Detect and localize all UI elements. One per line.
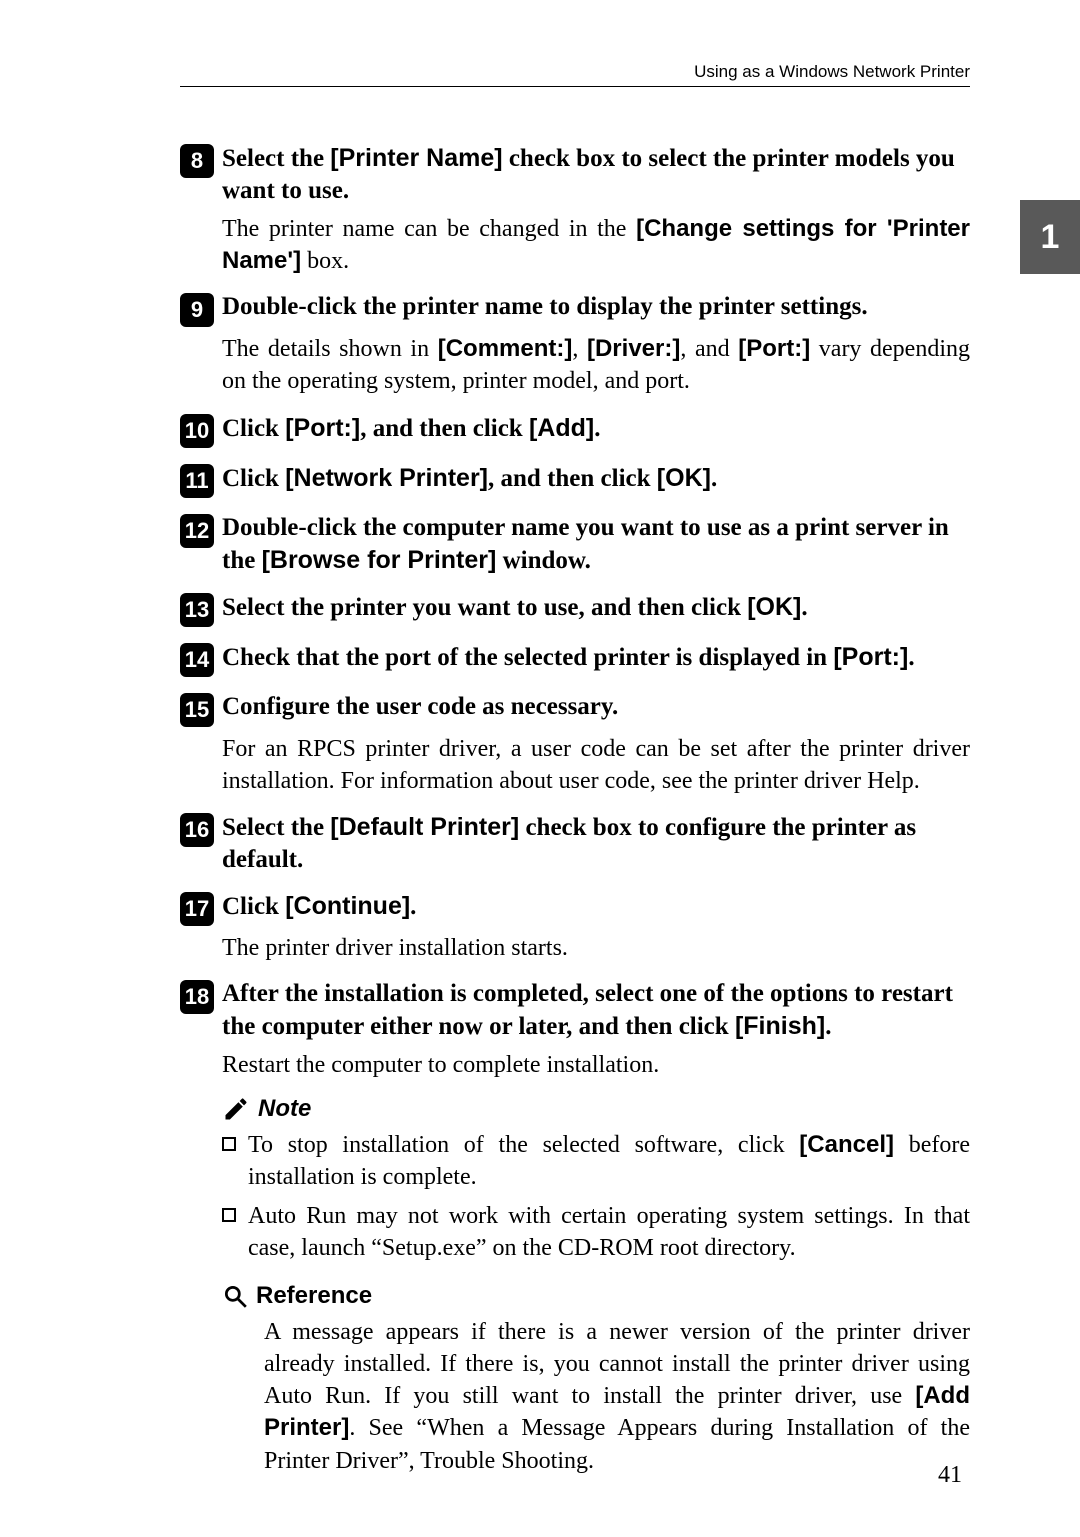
step-instruction: Configure the user code as necessary. (222, 691, 970, 723)
magnifier-icon (222, 1283, 248, 1309)
ui-label: [Port:] (738, 335, 810, 362)
ui-label: [Network Printer] (285, 464, 488, 492)
step-body: The printer driver installation starts. (222, 932, 970, 964)
step-instruction: Click [Port:], and then click [Add]. (222, 412, 970, 445)
step-14: 14 Check that the port of the selected p… (180, 641, 970, 677)
text: . (825, 1013, 831, 1040)
step-body: The printer name can be changed in the [… (222, 213, 970, 277)
page: Using as a Windows Network Printer 1 8 S… (0, 0, 1080, 1537)
step-instruction: Click [Continue]. (222, 890, 970, 923)
step-instruction: After the installation is completed, sel… (222, 978, 970, 1043)
ui-label: [Driver:] (587, 335, 680, 362)
ui-label: [Comment:] (438, 335, 573, 362)
ui-label: [Add] (529, 414, 594, 442)
text: . See “When a Message Appears during Ins… (264, 1415, 970, 1473)
square-bullet-icon (222, 1208, 236, 1222)
step-15: 15 Configure the user code as necessary. (180, 691, 970, 727)
text: . (908, 644, 914, 671)
step-16: 16 Select the [Default Printer] check bo… (180, 811, 970, 876)
text: , and (680, 336, 738, 362)
text: A message appears if there is a newer ve… (264, 1319, 970, 1409)
text: , (572, 336, 587, 362)
text: The details shown in (222, 336, 438, 362)
step-number: 10 (180, 414, 214, 448)
text: box. (301, 248, 349, 274)
text: . (410, 893, 416, 920)
step-body: The details shown in [Comment:], [Driver… (222, 333, 970, 397)
step-number: 16 (180, 813, 214, 847)
step-8: 8 Select the [Printer Name] check box to… (180, 142, 970, 207)
step-13: 13 Select the printer you want to use, a… (180, 591, 970, 627)
text: Check that the port of the selected prin… (222, 644, 833, 671)
text: . (711, 465, 717, 492)
text: , and then click (360, 415, 529, 442)
reference-body: A message appears if there is a newer ve… (264, 1316, 970, 1477)
ui-label: [Browse for Printer] (262, 546, 497, 574)
step-instruction: Select the [Printer Name] check box to s… (222, 142, 970, 207)
square-bullet-icon (222, 1137, 236, 1151)
step-number: 14 (180, 643, 214, 677)
text: . (594, 415, 600, 442)
note-bullet-2: Auto Run may not work with certain opera… (222, 1200, 970, 1264)
ui-label: [OK] (747, 593, 801, 621)
note-bullet-1: To stop installation of the selected sof… (222, 1129, 970, 1193)
reference-heading: Reference (222, 1282, 970, 1310)
ui-label: [Port:] (285, 414, 360, 442)
note-label: Note (258, 1095, 311, 1123)
step-instruction: Check that the port of the selected prin… (222, 641, 970, 674)
note-text: To stop installation of the selected sof… (248, 1129, 970, 1193)
content-area: 8 Select the [Printer Name] check box to… (180, 142, 970, 1477)
text: To stop installation of the selected sof… (248, 1132, 799, 1158)
text: The printer name can be changed in the (222, 216, 636, 242)
text: Click (222, 415, 285, 442)
ui-label: [Printer Name] (330, 144, 502, 172)
text: . (801, 594, 807, 621)
step-instruction: Select the printer you want to use, and … (222, 591, 970, 624)
text: After the installation is completed, sel… (222, 980, 953, 1040)
step-number: 18 (180, 980, 214, 1014)
note-text: Auto Run may not work with certain opera… (248, 1200, 970, 1264)
text: Select the (222, 814, 330, 841)
text: , and then click (488, 465, 657, 492)
step-instruction: Select the [Default Printer] check box t… (222, 811, 970, 876)
text: Select the (222, 145, 330, 172)
step-body: Restart the computer to complete install… (222, 1049, 970, 1081)
step-number: 17 (180, 892, 214, 926)
step-18: 18 After the installation is completed, … (180, 978, 970, 1043)
text: Select the printer you want to use, and … (222, 594, 747, 621)
pencil-icon (222, 1095, 250, 1123)
text: window. (496, 547, 590, 574)
text: Click (222, 893, 285, 920)
step-instruction: Double-click the computer name you want … (222, 512, 970, 577)
step-number: 13 (180, 593, 214, 627)
page-number: 41 (938, 1462, 962, 1489)
step-body: For an RPCS printer driver, a user code … (222, 733, 970, 797)
ui-label: [Continue] (285, 892, 410, 920)
running-header: Using as a Windows Network Printer (694, 62, 970, 82)
ui-label: [Finish] (735, 1012, 825, 1040)
ui-label: [Default Printer] (330, 813, 519, 841)
text: Click (222, 465, 285, 492)
step-number: 15 (180, 693, 214, 727)
header-rule (180, 86, 970, 87)
step-10: 10 Click [Port:], and then click [Add]. (180, 412, 970, 448)
step-12: 12 Double-click the computer name you wa… (180, 512, 970, 577)
step-17: 17 Click [Continue]. (180, 890, 970, 926)
step-number: 9 (180, 293, 214, 327)
note-heading: Note (222, 1095, 970, 1123)
step-instruction: Double-click the printer name to display… (222, 291, 970, 323)
ui-label: [OK] (657, 464, 711, 492)
step-number: 12 (180, 514, 214, 548)
step-9: 9 Double-click the printer name to displ… (180, 291, 970, 327)
reference-label: Reference (256, 1282, 372, 1310)
ui-label: [Cancel] (799, 1131, 894, 1158)
step-instruction: Click [Network Printer], and then click … (222, 462, 970, 495)
step-number: 8 (180, 144, 214, 178)
step-11: 11 Click [Network Printer], and then cli… (180, 462, 970, 498)
chapter-tab: 1 (1020, 200, 1080, 274)
step-number: 11 (180, 464, 214, 498)
ui-label: [Port:] (833, 643, 908, 671)
